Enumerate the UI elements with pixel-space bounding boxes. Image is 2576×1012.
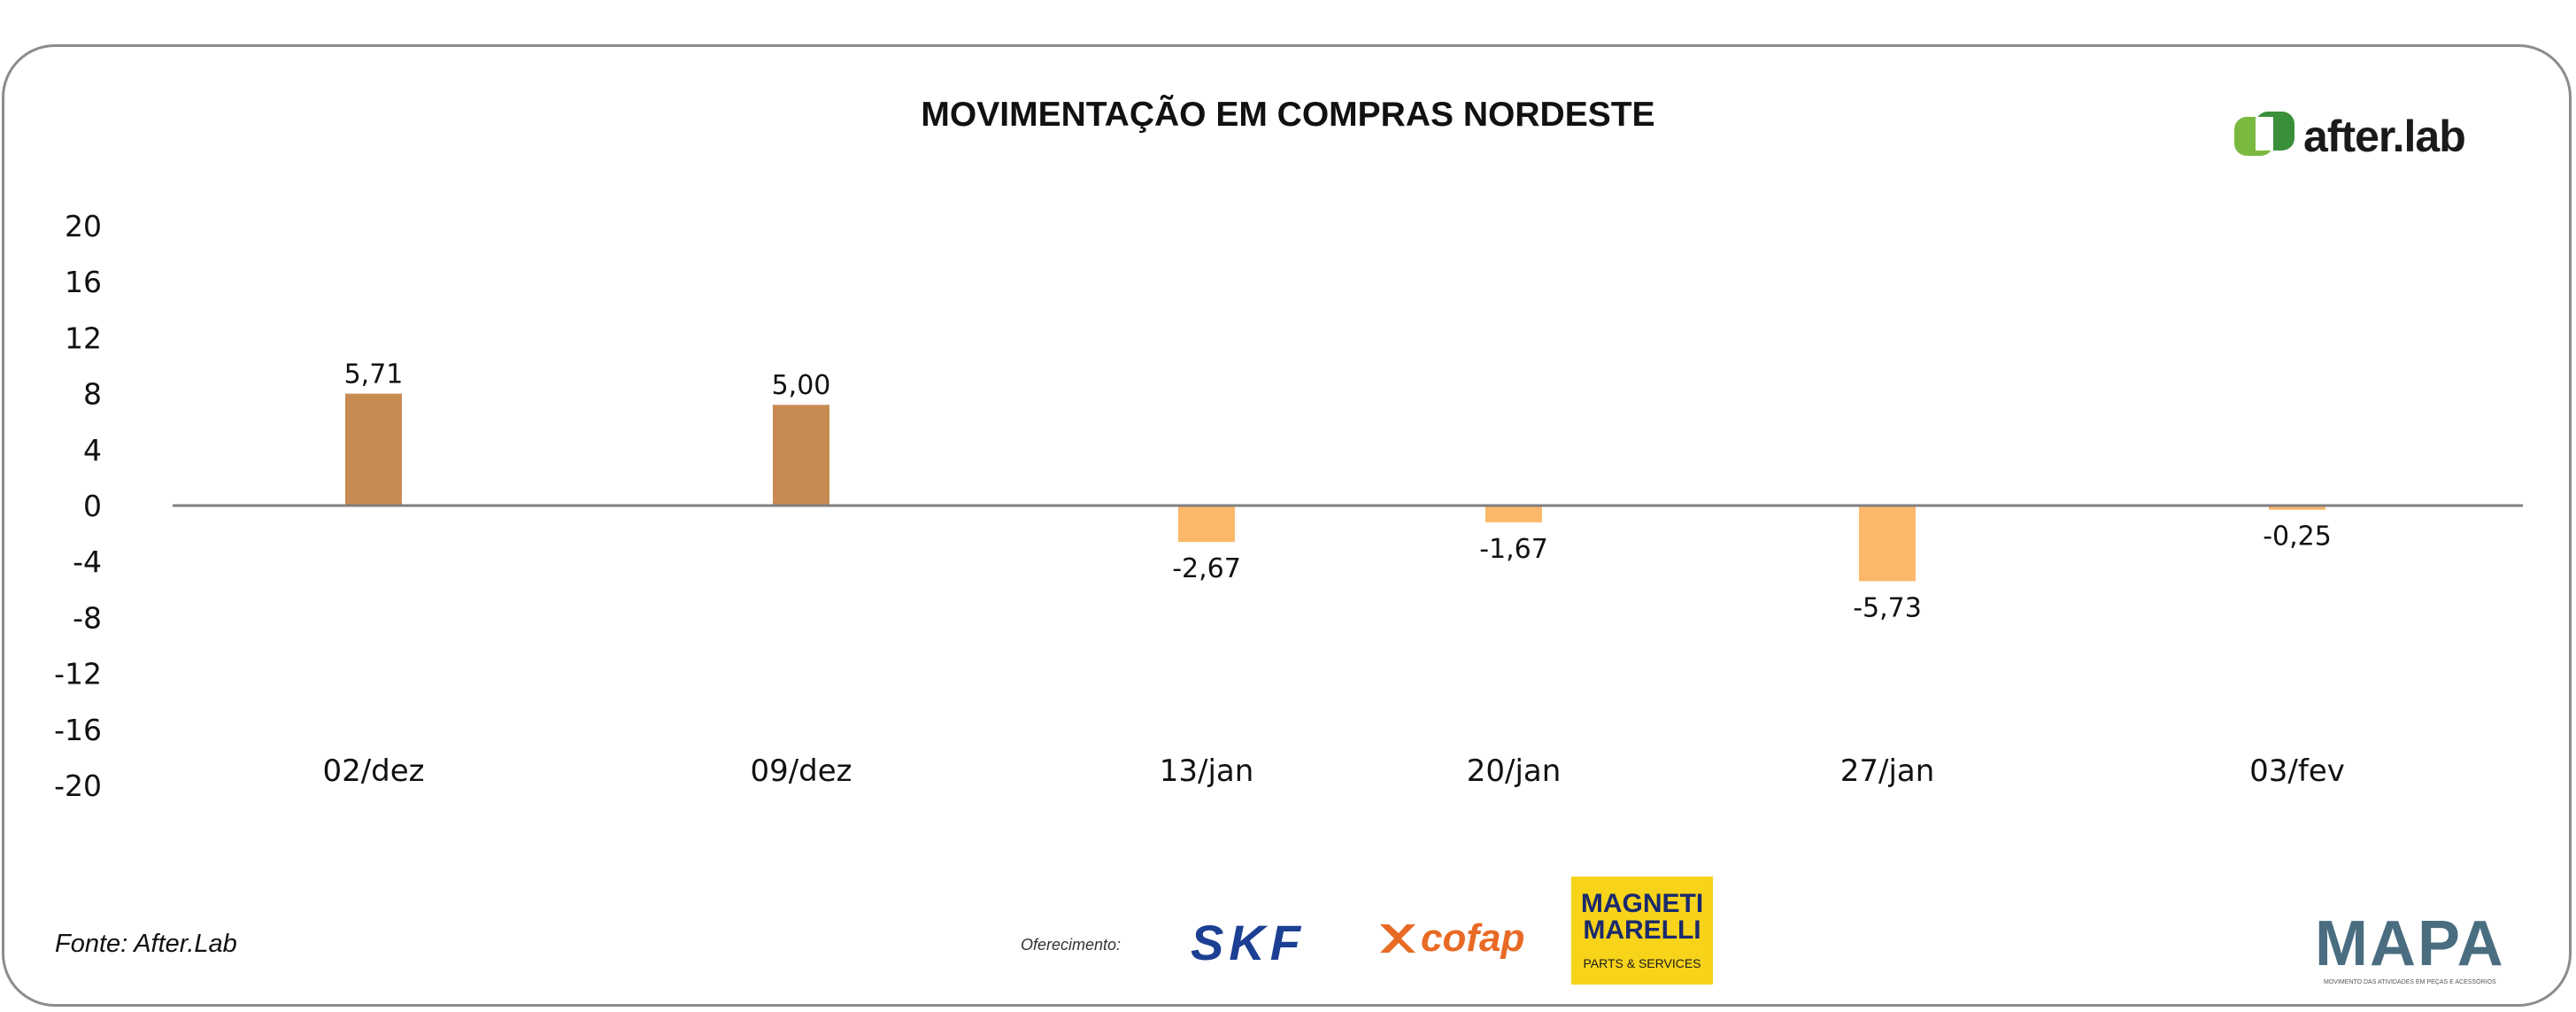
x-tick-label: 20/jan: [1467, 753, 1562, 789]
y-axis: 20 16 12 8 4 0 -4 -8 -12 -16 -20: [54, 209, 102, 803]
chart-card: [2, 44, 2572, 1007]
after-lab-logo-text: after.lab: [2303, 112, 2466, 161]
mapa-logo-subtitle: MOVIMENTO DAS ATIVIDADES EM PEÇAS E ACES…: [2324, 979, 2496, 985]
bars-group: [345, 393, 2325, 582]
mapa-logo: MAPA MOVIMENTO DAS ATIVIDADES EM PEÇAS E…: [2315, 912, 2505, 985]
cofap-logo-text: cofap: [1421, 916, 1525, 960]
x-tick-label: 27/jan: [1840, 753, 1935, 789]
y-tick-label: -12: [54, 657, 102, 691]
y-tick-label: 8: [83, 377, 102, 412]
bar: [2269, 506, 2325, 510]
mapa-logo-text: MAPA: [2315, 908, 2505, 979]
bar: [1178, 506, 1235, 543]
cofap-logo: cofap: [1377, 916, 1524, 961]
data-labels-group: 5,71 5,00 -2,67 -1,67 -5,73 -0,25: [344, 359, 2332, 624]
y-tick-label: 16: [65, 265, 102, 299]
data-label: -1,67: [1479, 534, 1548, 565]
x-tick-label: 02/dez: [322, 753, 424, 789]
magneti-marelli-sub: PARTS & SERVICES: [1583, 956, 1701, 970]
y-tick-label: -16: [54, 713, 102, 747]
sponsor-label: Oferecimento:: [1021, 936, 1122, 954]
after-lab-logo-icon: [2234, 112, 2294, 156]
x-tick-label: 09/dez: [750, 753, 852, 789]
x-axis: 02/dez 09/dez 13/jan 20/jan 27/jan 03/fev: [322, 753, 2344, 789]
bar: [773, 405, 829, 506]
x-tick-label: 13/jan: [1160, 753, 1254, 789]
bar: [345, 393, 402, 506]
source-note: Fonte: After.Lab: [55, 930, 237, 958]
chart-title: MOVIMENTAÇÃO EM COMPRAS NORDESTE: [921, 96, 1655, 134]
data-label: -2,67: [1172, 553, 1241, 584]
y-tick-label: -8: [73, 600, 102, 635]
y-tick-label: 12: [65, 321, 102, 355]
y-tick-label: -4: [73, 545, 102, 579]
bar: [1485, 506, 1542, 522]
after-lab-logo: after.lab: [2234, 111, 2466, 162]
data-label: -5,73: [1853, 592, 1922, 623]
y-tick-label: 20: [65, 209, 102, 243]
y-tick-label: 4: [83, 433, 102, 467]
magneti-marelli-logo: MAGNETI MARELLI PARTS & SERVICES: [1571, 877, 1713, 985]
data-label: 5,00: [772, 370, 831, 401]
cofap-x-icon: [1380, 924, 1415, 953]
magneti-marelli-name: MAGNETI MARELLI: [1580, 889, 1704, 945]
data-label: 5,71: [344, 359, 404, 390]
bar: [1859, 506, 1916, 582]
y-tick-label: -20: [54, 769, 102, 803]
skf-logo: SKF: [1191, 915, 1306, 970]
data-label: -0,25: [2263, 521, 2332, 552]
x-tick-label: 03/fev: [2249, 753, 2345, 789]
y-tick-label: 0: [83, 489, 102, 523]
